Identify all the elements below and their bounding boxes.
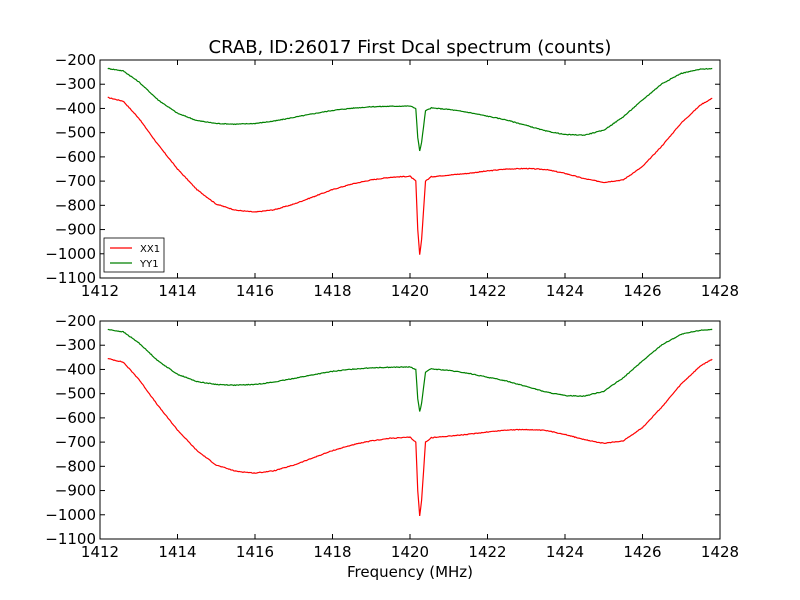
x-tick-label: 1426: [623, 543, 661, 561]
y-tick-label: −1000: [45, 245, 96, 263]
chart-title: CRAB, ID:26017 First Dcal spectrum (coun…: [209, 37, 612, 58]
y-tick-label: −300: [55, 336, 96, 354]
y-tick-label: −500: [55, 124, 96, 142]
x-tick-label: 1420: [391, 282, 429, 300]
x-tick-label: 1416: [236, 543, 274, 561]
x-tick-label: 1422: [468, 282, 506, 300]
y-tick-label: −900: [55, 482, 96, 500]
y-tick-label: −700: [55, 172, 96, 190]
y-tick-label: −700: [55, 433, 96, 451]
x-tick-label: 1414: [158, 282, 196, 300]
series-line-0: [107, 357, 713, 516]
x-tick-label: 1418: [313, 543, 351, 561]
top-panel: 1412 1414 1416 1418 1420 1422 1424 1426 1428 −200…: [45, 51, 739, 300]
y-tick-label: −500: [55, 385, 96, 403]
bottom-panel: 1412 1414 1416 1418 1420 1422 1424 1426 1428 −200…: [45, 312, 739, 561]
x-axis-label: Frequency (MHz): [347, 563, 473, 581]
y-tick-label: −800: [55, 457, 96, 475]
y-tick-label: −600: [55, 148, 96, 166]
y-tick-label: −1000: [45, 506, 96, 524]
x-tick-label: 1426: [623, 282, 661, 300]
y-tick-label: −1100: [45, 530, 96, 548]
x-tick-label: 1412: [81, 543, 119, 561]
series-line-1: [107, 67, 713, 152]
y-tick-label: −1100: [45, 269, 96, 287]
series-line-1: [107, 328, 713, 412]
y-tick-label: −400: [55, 360, 96, 378]
x-tick-label: 1420: [391, 543, 429, 561]
y-tick-label: −400: [55, 99, 96, 117]
x-tick-label: 1412: [81, 282, 119, 300]
series-line-0: [107, 96, 713, 255]
x-tick-label: 1428: [701, 282, 739, 300]
x-tick-label: 1424: [546, 282, 584, 300]
x-tick-label: 1428: [701, 543, 739, 561]
y-tick-label: −300: [55, 75, 96, 93]
legend-label: YY1: [139, 259, 159, 270]
x-tick-label: 1424: [546, 543, 584, 561]
y-tick-label: −900: [55, 221, 96, 239]
legend-box: [103, 237, 165, 273]
y-tick-label: −800: [55, 196, 96, 214]
y-tick-label: −600: [55, 409, 96, 427]
x-tick-label: 1414: [158, 543, 196, 561]
x-tick-label: 1422: [468, 543, 506, 561]
legend-label: XX1: [140, 244, 160, 255]
y-tick-label: −200: [55, 51, 96, 69]
y-tick-label: −200: [55, 312, 96, 330]
x-tick-label: 1416: [236, 282, 274, 300]
x-tick-label: 1418: [313, 282, 351, 300]
